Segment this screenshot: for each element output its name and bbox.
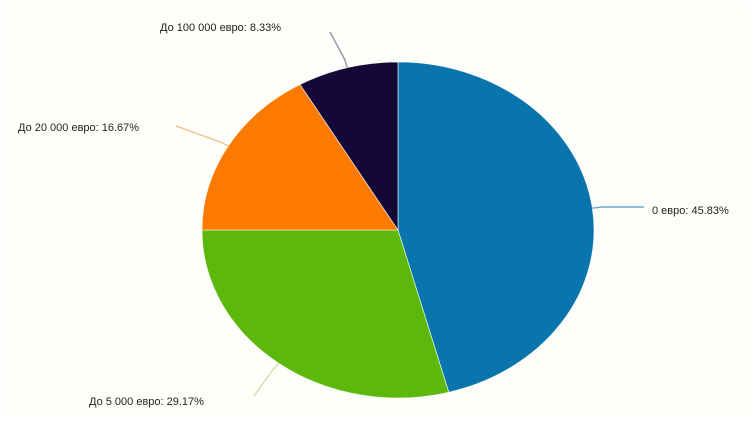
slice-label-2: До 20 000 евро: 16.67% [18, 122, 139, 134]
leader-line-2 [175, 125, 229, 147]
chart-area: 0 евро: 45.83% До 5 000 евро: 29.17% До … [4, 2, 750, 416]
slice-label-0: 0 евро: 45.83% [652, 205, 729, 217]
leader-line-1 [253, 362, 280, 397]
leader-lines [175, 31, 644, 397]
pie-slice-0 [397, 61, 595, 393]
pie-slice-3 [299, 61, 399, 231]
pie-slice-1 [201, 229, 450, 399]
slice-labels: 0 евро: 45.83% До 5 000 евро: 29.17% До … [18, 22, 729, 408]
pie-slices [201, 61, 595, 399]
slice-label-3: До 100 000 евро: 8.33% [160, 22, 281, 34]
leader-line-3 [329, 31, 349, 68]
slice-label-1: До 5 000 евро: 29.17% [89, 396, 204, 408]
leader-line-0 [592, 206, 644, 209]
pie-chart: 0 евро: 45.83% До 5 000 евро: 29.17% До … [18, 22, 729, 408]
